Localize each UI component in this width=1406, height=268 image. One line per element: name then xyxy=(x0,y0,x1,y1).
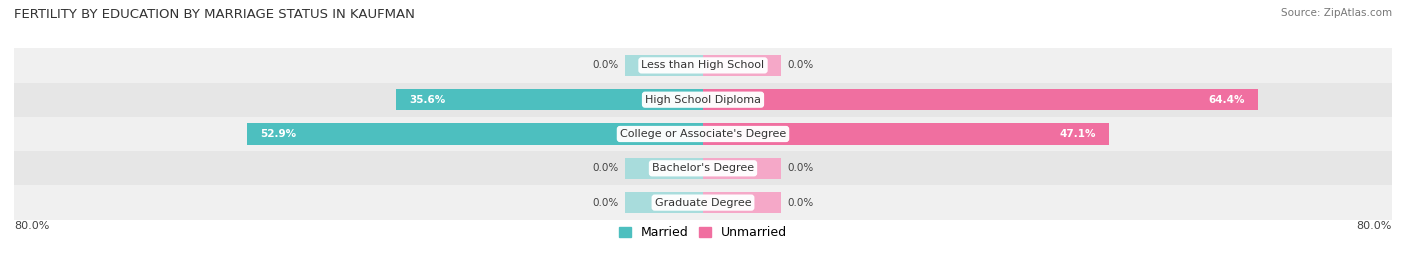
Text: High School Diploma: High School Diploma xyxy=(645,95,761,105)
Text: 47.1%: 47.1% xyxy=(1059,129,1095,139)
Text: 80.0%: 80.0% xyxy=(14,221,49,232)
Text: 0.0%: 0.0% xyxy=(592,198,619,208)
Text: Bachelor's Degree: Bachelor's Degree xyxy=(652,163,754,173)
Text: 64.4%: 64.4% xyxy=(1208,95,1244,105)
Bar xyxy=(14,48,1392,83)
Bar xyxy=(14,83,1392,117)
Bar xyxy=(703,89,1257,110)
Bar xyxy=(703,192,780,213)
Bar xyxy=(396,89,703,110)
Text: 0.0%: 0.0% xyxy=(787,60,814,70)
Text: Less than High School: Less than High School xyxy=(641,60,765,70)
Text: Source: ZipAtlas.com: Source: ZipAtlas.com xyxy=(1281,8,1392,18)
Bar xyxy=(247,123,703,145)
Text: FERTILITY BY EDUCATION BY MARRIAGE STATUS IN KAUFMAN: FERTILITY BY EDUCATION BY MARRIAGE STATU… xyxy=(14,8,415,21)
Text: 35.6%: 35.6% xyxy=(409,95,446,105)
Text: 0.0%: 0.0% xyxy=(787,198,814,208)
Bar xyxy=(14,151,1392,185)
Text: Graduate Degree: Graduate Degree xyxy=(655,198,751,208)
Text: 0.0%: 0.0% xyxy=(592,60,619,70)
Bar xyxy=(703,123,1108,145)
Text: 80.0%: 80.0% xyxy=(1357,221,1392,232)
Bar xyxy=(626,158,703,179)
Bar xyxy=(703,55,780,76)
Bar xyxy=(626,192,703,213)
Text: 0.0%: 0.0% xyxy=(592,163,619,173)
Text: 52.9%: 52.9% xyxy=(260,129,297,139)
Bar xyxy=(14,185,1392,220)
Text: 0.0%: 0.0% xyxy=(787,163,814,173)
Bar xyxy=(14,117,1392,151)
Bar xyxy=(626,55,703,76)
Bar xyxy=(703,158,780,179)
Text: College or Associate's Degree: College or Associate's Degree xyxy=(620,129,786,139)
Legend: Married, Unmarried: Married, Unmarried xyxy=(613,221,793,244)
